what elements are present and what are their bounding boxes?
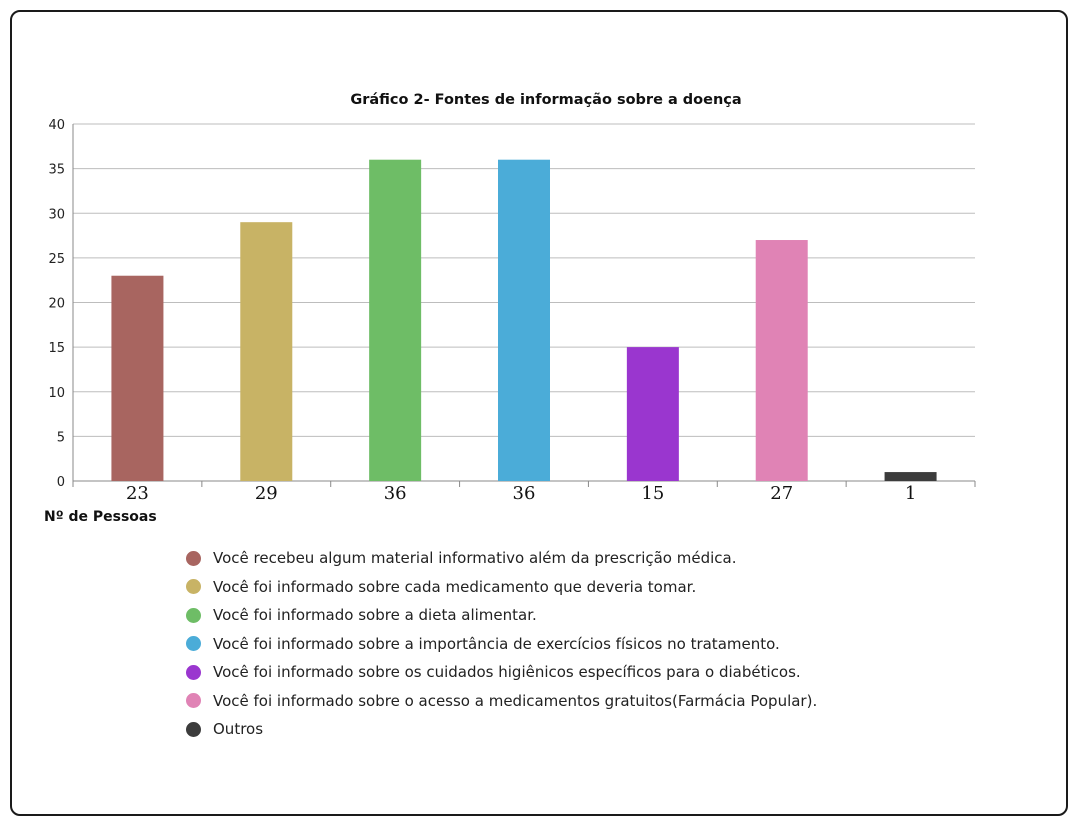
y-tick-label: 15 (48, 341, 65, 356)
chart-title: Gráfico 2- Fontes de informação sobre a … (350, 92, 741, 108)
legend-swatch (186, 550, 201, 566)
bar (498, 159, 550, 481)
legend-label: Você foi informado sobre a dieta aliment… (213, 606, 537, 625)
legend-item: Você foi informado sobre a dieta aliment… (186, 601, 817, 630)
legend-item: Você foi informado sobre o acesso a medi… (186, 687, 817, 716)
chart-legend: Você recebeu algum material informativo … (186, 544, 817, 744)
y-tick-label: 25 (48, 252, 65, 267)
y-tick-label: 10 (48, 386, 65, 401)
y-tick-label: 20 (48, 297, 65, 312)
legend-swatch (186, 721, 201, 737)
x-tick-label: 1 (905, 483, 916, 504)
y-tick-label: 0 (57, 475, 65, 490)
legend-label: Outros (213, 720, 264, 739)
x-tick-label: 29 (255, 483, 278, 504)
x-tick-label: 36 (513, 483, 536, 504)
legend-item: Você recebeu algum material informativo … (186, 544, 817, 573)
legend-label: Você foi informado sobre o acesso a medi… (213, 691, 818, 710)
legend-swatch (186, 693, 201, 709)
legend-label: Você foi informado sobre cada medicament… (213, 577, 697, 596)
y-tick-label: 30 (48, 207, 65, 222)
legend-swatch (186, 664, 201, 680)
bar (111, 275, 164, 481)
legend-label: Você recebeu algum material informativo … (213, 549, 737, 568)
bar (369, 159, 422, 481)
legend-label: Você foi informado sobre a importância d… (213, 634, 780, 653)
bar (626, 347, 679, 481)
bars (111, 159, 937, 482)
legend-swatch (186, 607, 201, 623)
x-tick-label: 23 (126, 483, 149, 504)
x-axis-ticks: 23 29 36 36 15 27 1 (72, 481, 976, 504)
bar (884, 472, 937, 481)
legend-swatch (186, 579, 201, 595)
y-tick-label: 35 (48, 163, 65, 178)
legend-item: Você foi informado sobre a importância d… (186, 630, 817, 659)
y-tick-label: 40 (48, 118, 65, 133)
legend-swatch (186, 636, 201, 652)
x-tick-label: 36 (384, 483, 407, 504)
legend-label: Você foi informado sobre os cuidados hig… (213, 663, 801, 682)
x-tick-label: 15 (641, 483, 664, 504)
y-axis-ticks: 0 5 10 15 20 25 30 35 40 (48, 118, 65, 490)
bar (755, 240, 808, 481)
legend-item: Outros (186, 715, 817, 744)
x-tick-label: 27 (770, 483, 793, 504)
x-axis-label: Nº de Pessoas (44, 509, 157, 525)
legend-item: Você foi informado sobre os cuidados hig… (186, 658, 817, 687)
bar (240, 222, 293, 482)
y-tick-label: 5 (57, 430, 65, 445)
legend-item: Você foi informado sobre cada medicament… (186, 573, 817, 602)
